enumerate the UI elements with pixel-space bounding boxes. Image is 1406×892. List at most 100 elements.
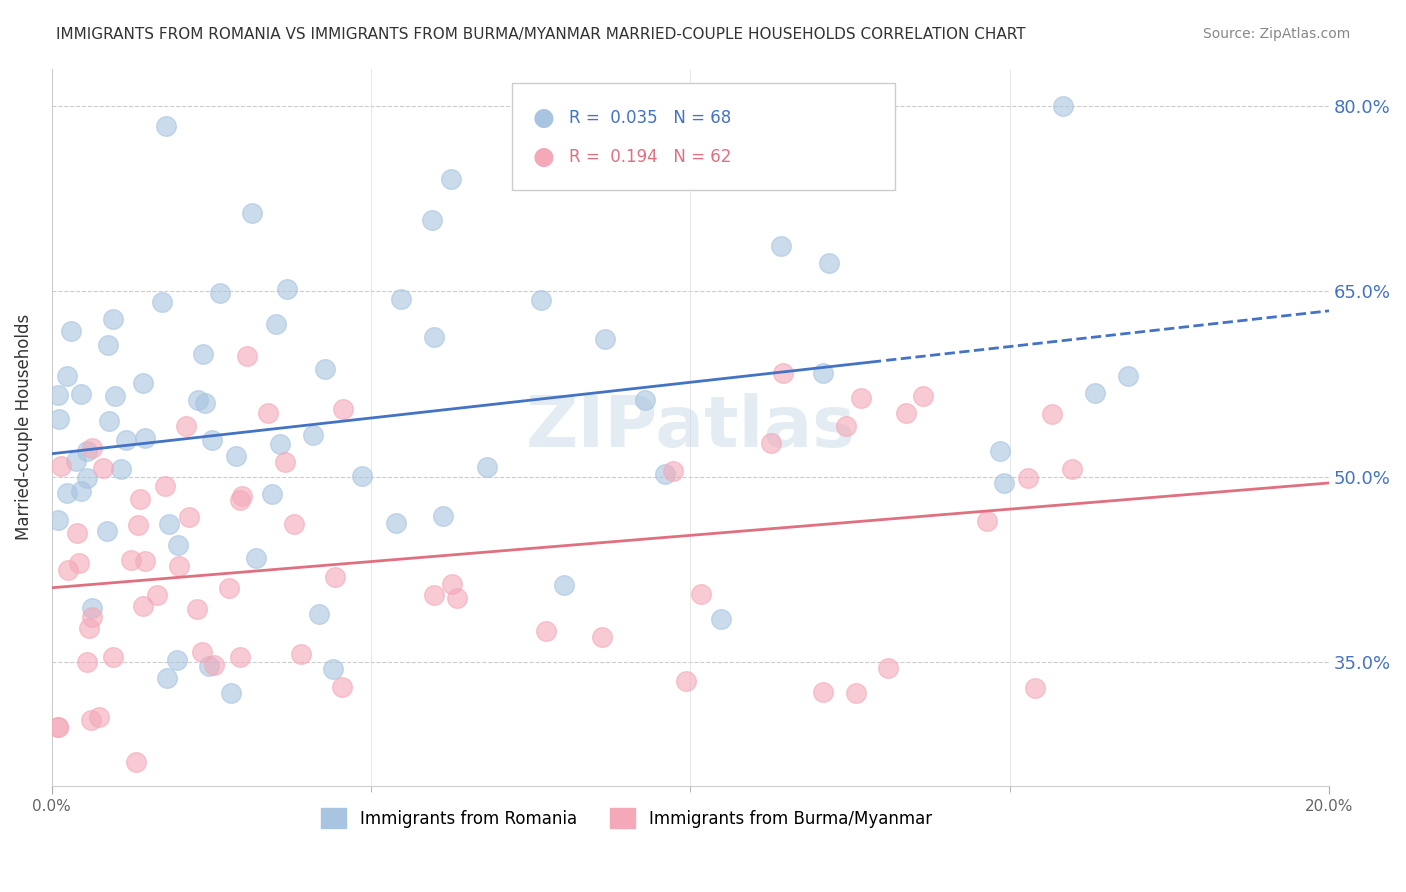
Point <box>198 659 221 673</box>
Point <box>420 213 443 227</box>
Point <box>167 538 190 552</box>
Point <box>290 647 312 661</box>
Text: ●: ● <box>533 145 554 169</box>
Point <box>96 524 118 538</box>
Point <box>70 386 93 401</box>
Point <box>49 459 72 474</box>
Point <box>332 401 354 416</box>
Point <box>101 650 124 665</box>
Point <box>76 656 98 670</box>
Point <box>65 453 87 467</box>
Point <box>89 710 111 724</box>
Point <box>772 367 794 381</box>
Point <box>115 433 138 447</box>
Point <box>167 558 190 573</box>
Point <box>159 517 181 532</box>
Point <box>322 662 344 676</box>
Point <box>46 720 69 734</box>
Point <box>661 115 683 129</box>
Point <box>56 486 79 500</box>
Point <box>988 443 1011 458</box>
Point <box>191 645 214 659</box>
Point <box>229 650 252 665</box>
Point <box>56 563 79 577</box>
Point <box>101 311 124 326</box>
Point <box>174 418 197 433</box>
Point <box>231 489 253 503</box>
Point <box>835 418 858 433</box>
Point <box>761 435 783 450</box>
Point <box>219 686 242 700</box>
Point <box>153 479 176 493</box>
Point <box>1017 471 1039 485</box>
Point <box>91 461 114 475</box>
Point <box>66 526 89 541</box>
Point <box>187 393 209 408</box>
Point <box>423 588 446 602</box>
Point <box>352 469 374 483</box>
Point <box>134 431 156 445</box>
Point <box>46 513 69 527</box>
Point <box>269 436 291 450</box>
Point <box>60 324 83 338</box>
Point <box>202 657 225 672</box>
Point <box>150 294 173 309</box>
Point <box>1040 407 1063 421</box>
Point <box>110 461 132 475</box>
Legend: Immigrants from Romania, Immigrants from Burma/Myanmar: Immigrants from Romania, Immigrants from… <box>315 801 938 835</box>
Point <box>475 460 498 475</box>
Text: Source: ZipAtlas.com: Source: ZipAtlas.com <box>1202 27 1350 41</box>
Point <box>593 332 616 346</box>
Point <box>120 552 142 566</box>
Y-axis label: Married-couple Households: Married-couple Households <box>15 314 32 541</box>
Point <box>845 686 868 700</box>
Point <box>1116 368 1139 383</box>
Point <box>553 578 575 592</box>
Text: ZIPatlas: ZIPatlas <box>526 392 855 462</box>
Point <box>993 475 1015 490</box>
Point <box>325 570 347 584</box>
Point <box>894 406 917 420</box>
Point <box>662 464 685 478</box>
Point <box>208 285 231 300</box>
Point <box>634 392 657 407</box>
Point <box>818 256 841 270</box>
Point <box>156 671 179 685</box>
Text: IMMIGRANTS FROM ROMANIA VS IMMIGRANTS FROM BURMA/MYANMAR MARRIED-COUPLE HOUSEHOL: IMMIGRANTS FROM ROMANIA VS IMMIGRANTS FR… <box>56 27 1026 42</box>
Point <box>1084 385 1107 400</box>
Point <box>76 471 98 485</box>
Point <box>69 484 91 499</box>
FancyBboxPatch shape <box>512 83 894 191</box>
Point <box>302 428 325 442</box>
Point <box>80 713 103 727</box>
Point <box>218 581 240 595</box>
Point <box>186 601 208 615</box>
Point <box>124 755 146 769</box>
Point <box>849 391 872 405</box>
Point <box>446 591 468 605</box>
Point <box>146 588 169 602</box>
Point <box>132 599 155 613</box>
Point <box>384 516 406 531</box>
Point <box>440 577 463 591</box>
Point <box>432 509 454 524</box>
Point <box>769 239 792 253</box>
Point <box>276 282 298 296</box>
Point <box>67 556 90 570</box>
Point <box>813 367 835 381</box>
Point <box>131 376 153 390</box>
Point <box>439 172 461 186</box>
Point <box>97 338 120 352</box>
Point <box>911 389 934 403</box>
Point <box>389 293 412 307</box>
Point <box>82 442 104 456</box>
Text: ●: ● <box>533 106 554 130</box>
Point <box>262 487 284 501</box>
Point <box>166 653 188 667</box>
Point <box>155 119 177 133</box>
Point <box>127 518 149 533</box>
Point <box>228 493 250 508</box>
Point <box>813 685 835 699</box>
Text: R =  0.035   N = 68: R = 0.035 N = 68 <box>569 109 731 127</box>
Point <box>274 455 297 469</box>
